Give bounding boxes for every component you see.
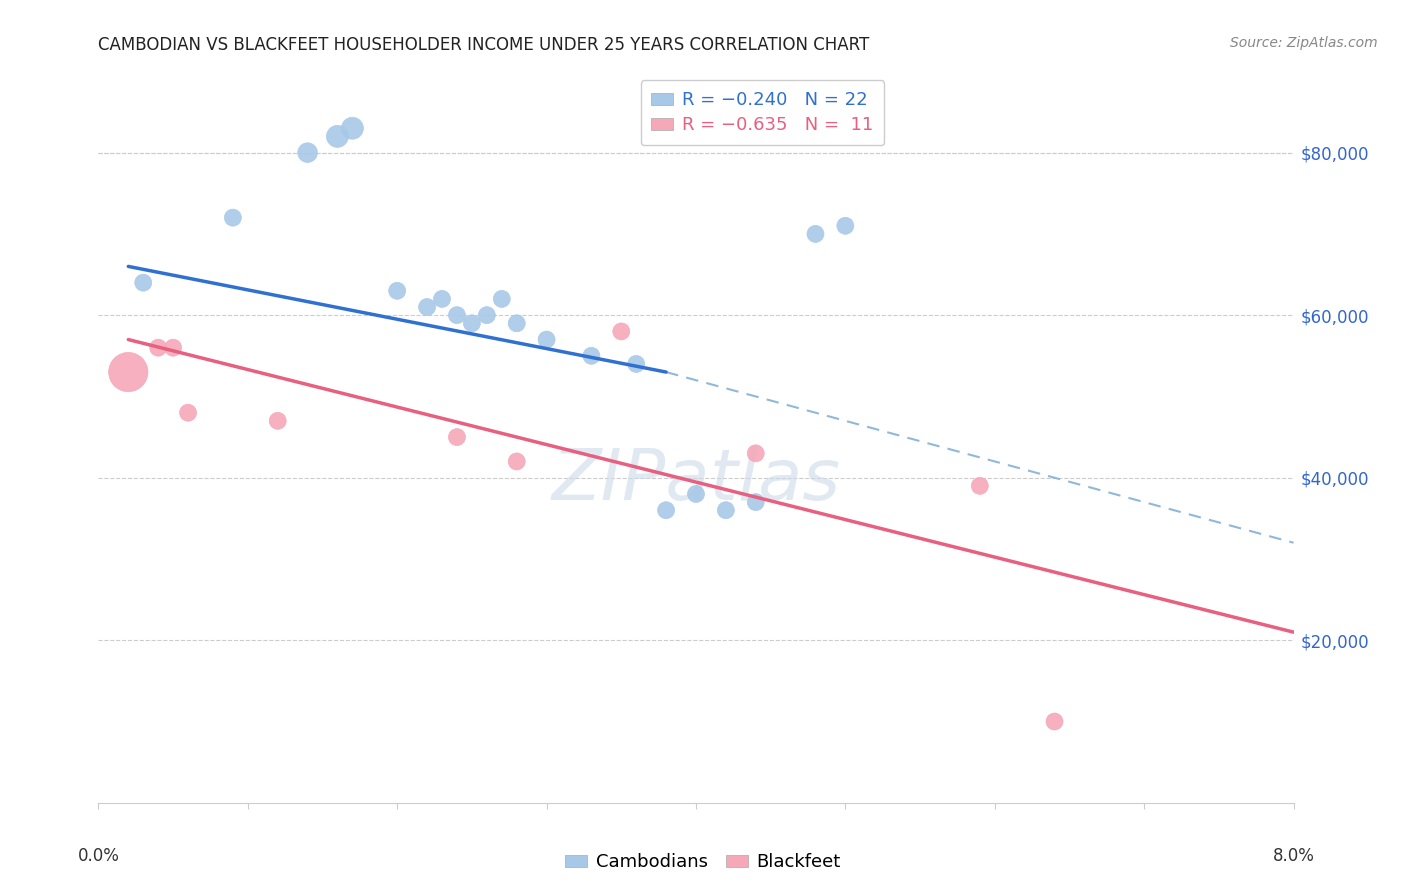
Point bbox=[177, 406, 200, 420]
Point bbox=[610, 325, 633, 339]
Point bbox=[506, 454, 529, 468]
Text: 0.0%: 0.0% bbox=[77, 847, 120, 865]
Legend: R = −0.240   N = 22, R = −0.635   N =  11: R = −0.240 N = 22, R = −0.635 N = 11 bbox=[641, 80, 884, 145]
Point bbox=[685, 487, 707, 501]
Point bbox=[385, 284, 409, 298]
Point bbox=[461, 316, 484, 330]
Point bbox=[326, 129, 349, 144]
Point bbox=[536, 333, 558, 347]
Y-axis label: Householder Income Under 25 years: Householder Income Under 25 years bbox=[0, 297, 7, 577]
Point bbox=[714, 503, 737, 517]
Point bbox=[446, 430, 468, 444]
Point bbox=[446, 308, 468, 322]
Point bbox=[655, 503, 678, 517]
Point bbox=[430, 292, 453, 306]
Text: ZIPatlas: ZIPatlas bbox=[551, 447, 841, 516]
Point bbox=[117, 365, 139, 379]
Point bbox=[162, 341, 184, 355]
Text: Source: ZipAtlas.com: Source: ZipAtlas.com bbox=[1230, 36, 1378, 50]
Point bbox=[148, 341, 170, 355]
Point bbox=[745, 446, 768, 460]
Point bbox=[416, 300, 439, 314]
Point bbox=[745, 495, 768, 509]
Point bbox=[969, 479, 991, 493]
Point bbox=[804, 227, 827, 241]
Point bbox=[475, 308, 498, 322]
Point bbox=[297, 145, 319, 160]
Point bbox=[834, 219, 856, 233]
Text: 8.0%: 8.0% bbox=[1272, 847, 1315, 865]
Point bbox=[267, 414, 290, 428]
Point bbox=[624, 357, 647, 371]
Point bbox=[342, 121, 364, 136]
Legend: Cambodians, Blackfeet: Cambodians, Blackfeet bbox=[558, 847, 848, 879]
Point bbox=[491, 292, 513, 306]
Point bbox=[222, 211, 245, 225]
Point bbox=[506, 316, 529, 330]
Point bbox=[1043, 714, 1066, 729]
Text: CAMBODIAN VS BLACKFEET HOUSEHOLDER INCOME UNDER 25 YEARS CORRELATION CHART: CAMBODIAN VS BLACKFEET HOUSEHOLDER INCOM… bbox=[98, 36, 870, 54]
Point bbox=[581, 349, 603, 363]
Point bbox=[132, 276, 155, 290]
